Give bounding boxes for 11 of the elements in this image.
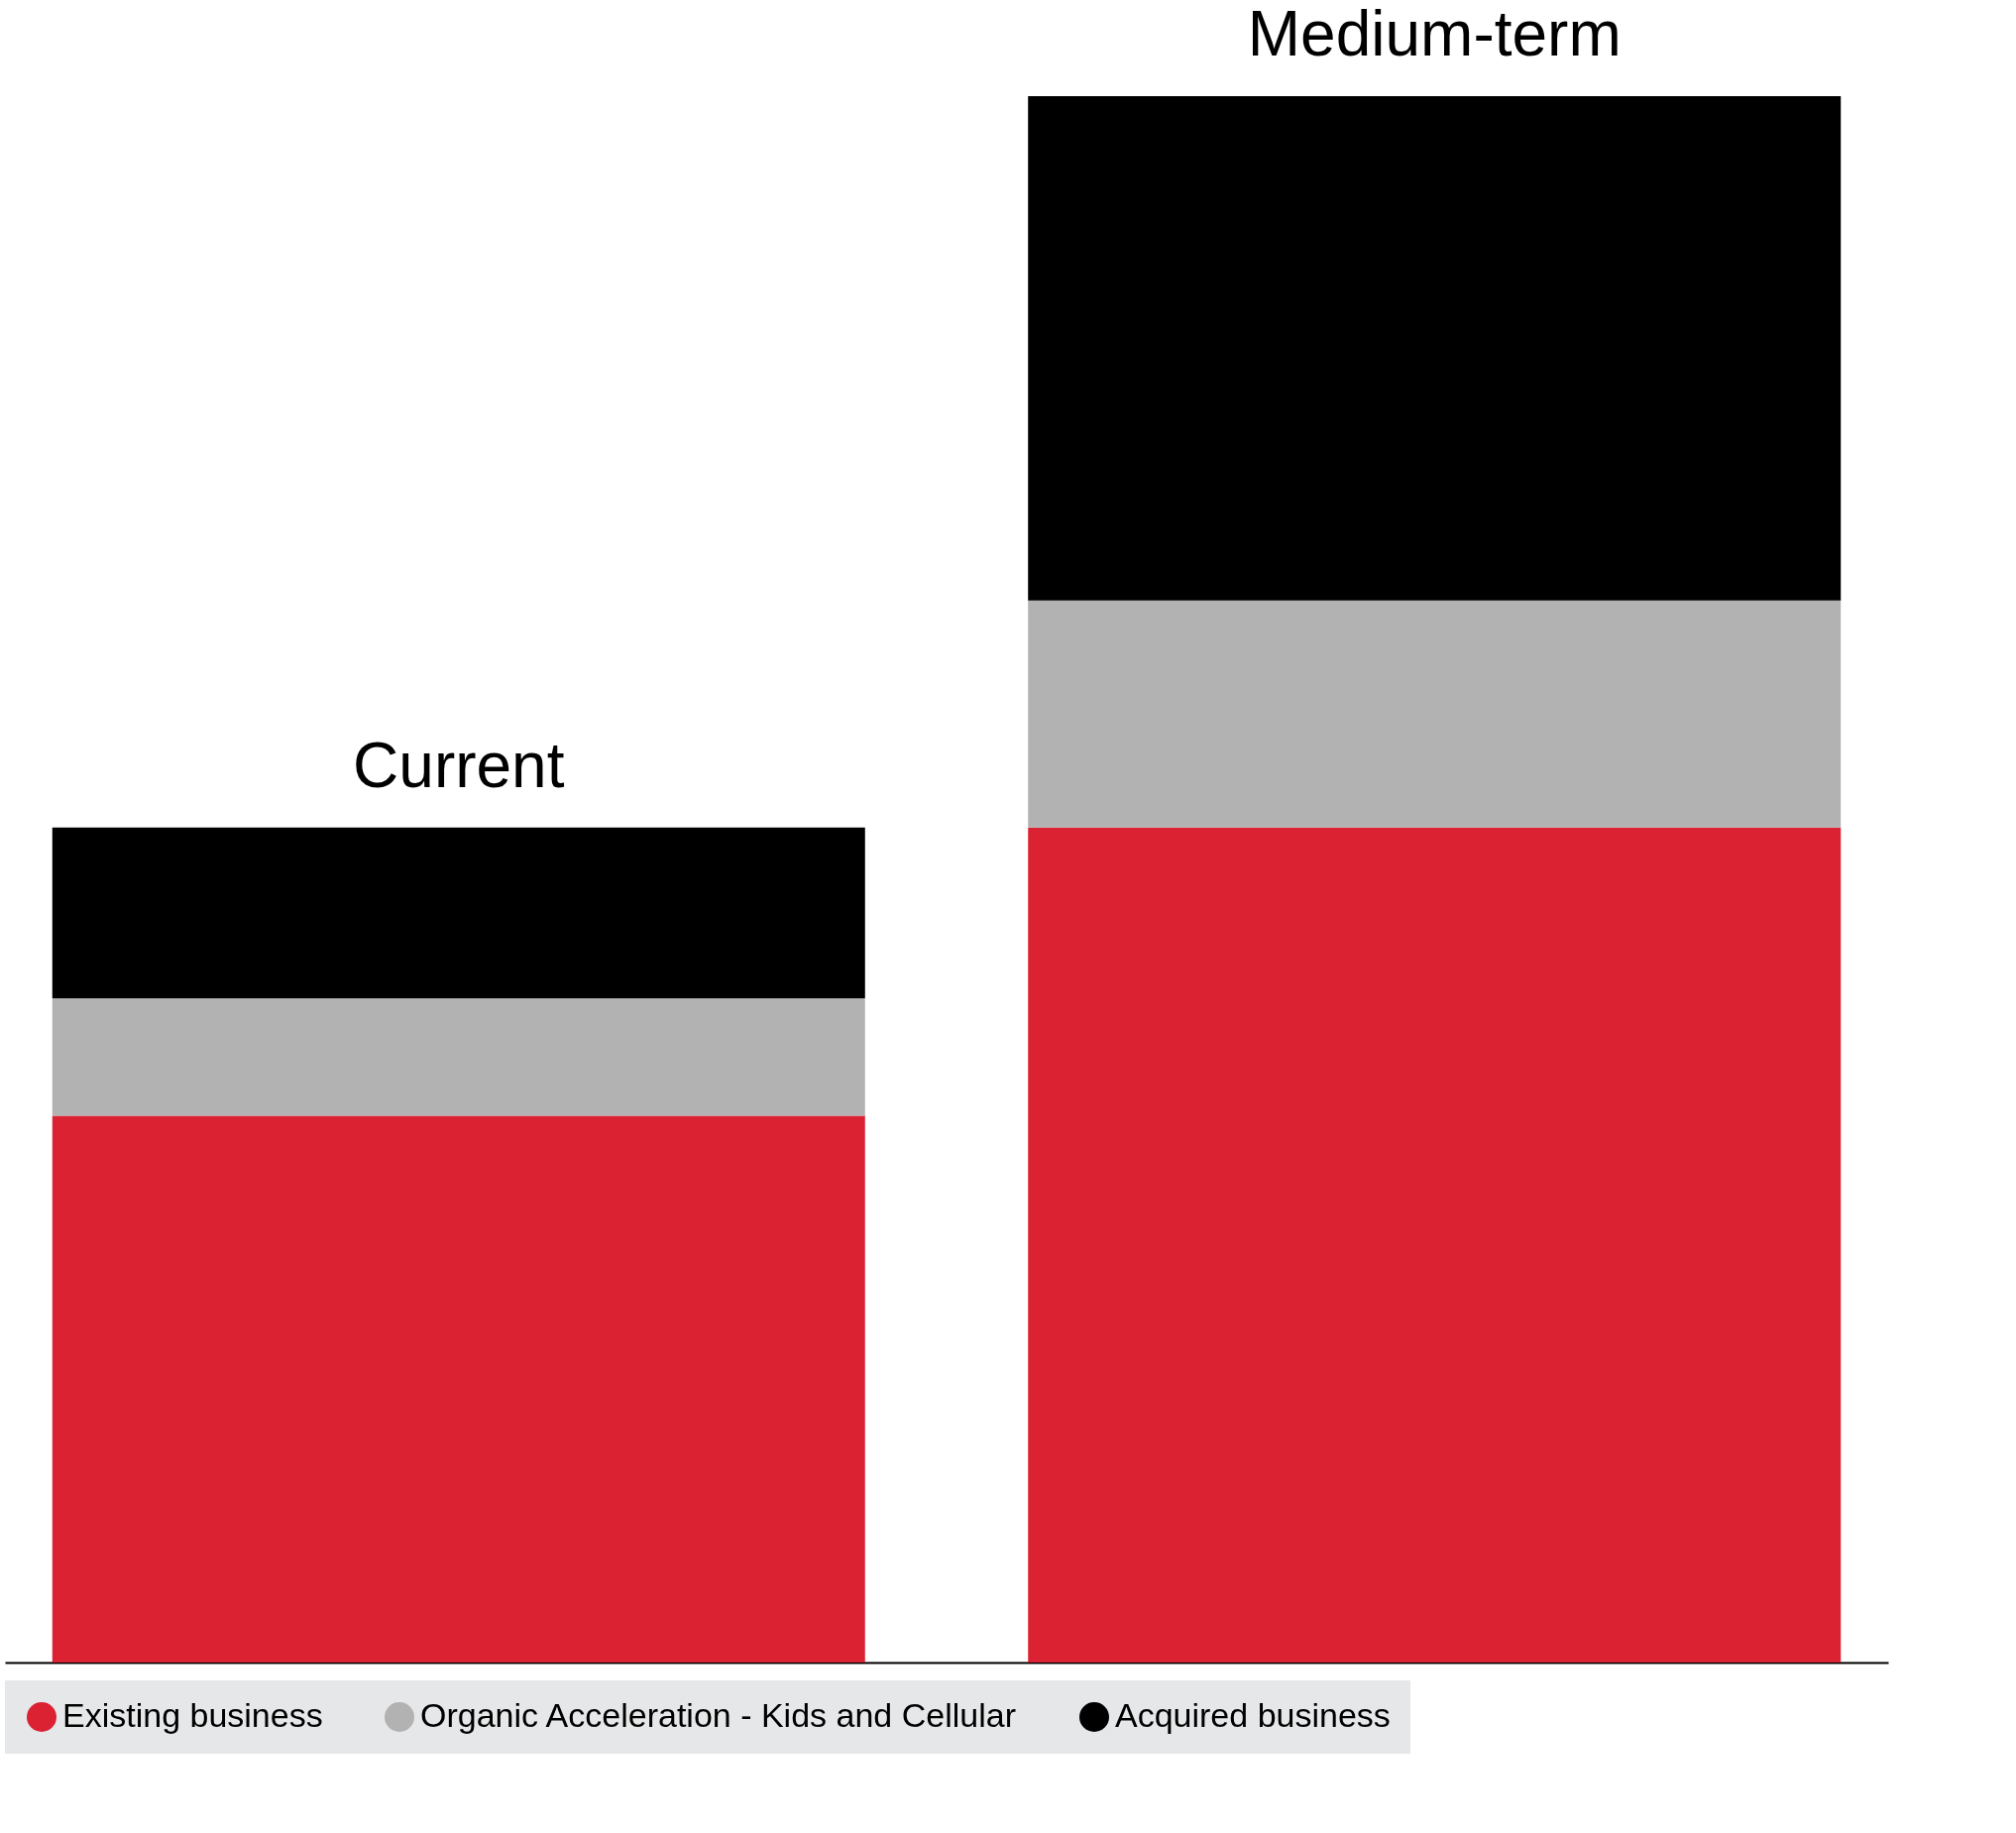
x-tick-label: Medium-term — [1247, 0, 1622, 69]
bar — [52, 827, 865, 999]
bar — [1028, 96, 1842, 601]
legend-label: Existing business — [62, 1696, 323, 1734]
bar — [1028, 827, 1842, 1662]
x-tick-label: Current — [353, 729, 565, 801]
legend-label: Acquired business — [1115, 1696, 1391, 1734]
bar — [1028, 600, 1842, 828]
bar — [52, 1115, 865, 1662]
bar — [52, 998, 865, 1116]
legend-label: Organic Acceleration - Kids and Cellular — [420, 1696, 1016, 1734]
